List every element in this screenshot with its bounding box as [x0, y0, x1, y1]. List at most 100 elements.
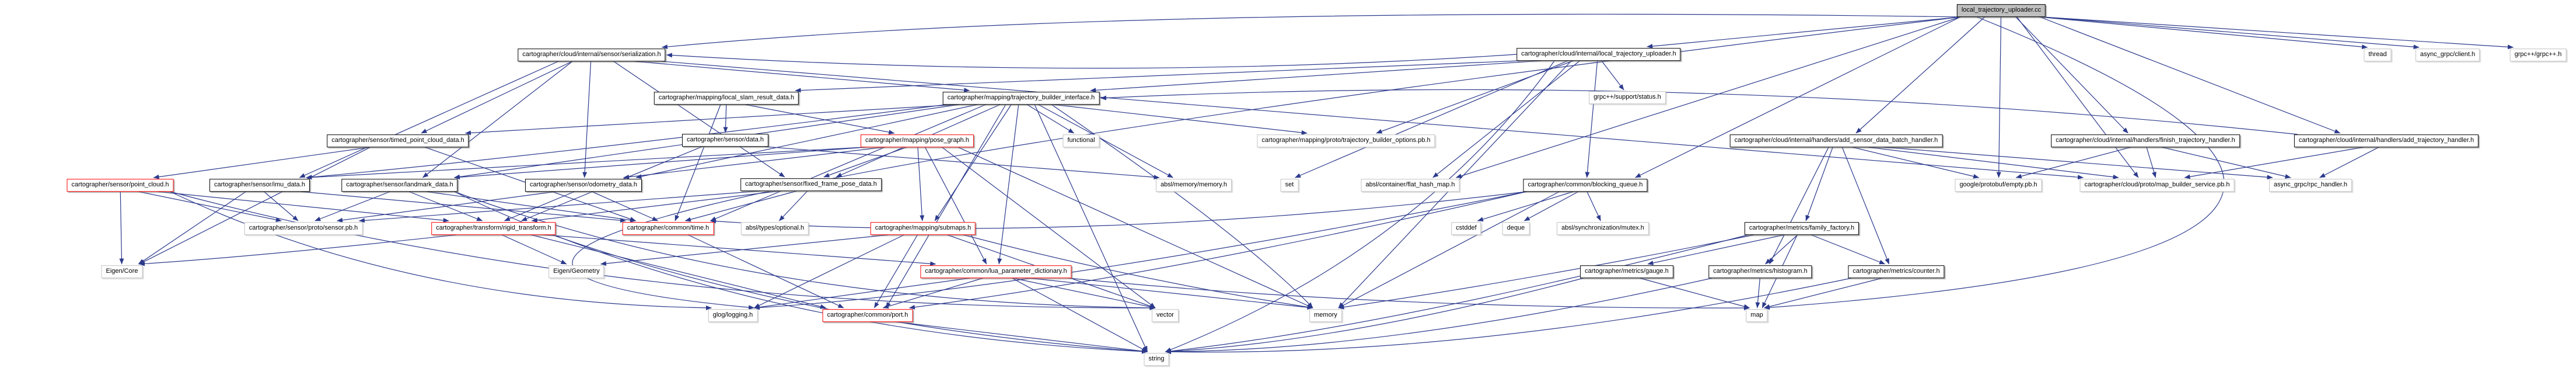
include-edge-pg-ffpd [823, 147, 907, 178]
graph-node-fth[interactable]: cartographer/cloud/internal/handlers/fin… [2051, 134, 2240, 147]
include-edge-tbi-memory [1051, 104, 1313, 308]
include-edge-cc-thread [2039, 16, 2368, 50]
include-edge-ff-string [1165, 234, 1749, 353]
include-edge-ff-counter [1810, 234, 1886, 265]
include-edge-lua-port [882, 278, 984, 309]
include-edge-tpcd-eicore [139, 147, 371, 265]
include-edge-odom-time [592, 191, 659, 221]
graph-node-ff[interactable]: cartographer/metrics/family_factory.h [1744, 222, 1860, 235]
include-edge-gauge-map [1640, 278, 1750, 309]
include-edge-ser-tbi [634, 61, 970, 93]
include-edge-gauge-string [1165, 278, 1584, 354]
include-edge-tbi-amem [1038, 104, 1173, 178]
include-edge-imu-eicore [138, 191, 246, 265]
include-edge-cc-map [1764, 16, 2225, 310]
graph-node-sub[interactable]: cartographer/mapping/submaps.h [870, 222, 976, 235]
graph-node-deque: deque [1502, 222, 1530, 235]
graph-node-bq[interactable]: cartographer/common/blocking_queue.h [1523, 179, 1648, 192]
include-edge-ltu-fhm [1432, 60, 1581, 178]
include-edge-rt-eigeo [501, 234, 567, 265]
graph-node-grpcpp: grpc++/grpc++.h [2509, 48, 2567, 61]
graph-node-tbi[interactable]: cartographer/mapping/trajectory_builder_… [942, 92, 1100, 105]
include-edge-lsrd-pg [745, 104, 895, 135]
include-edge-asdb-ff [1805, 147, 1833, 221]
include-edge-tbi-tbo [1053, 104, 1308, 135]
include-edge-pg-lua [924, 147, 987, 265]
graph-node-ser[interactable]: cartographer/cloud/internal/sensor/seria… [518, 48, 666, 61]
include-edge-tbi-time [710, 104, 986, 221]
graph-node-mutex: absl/synchronization/mutex.h [1557, 222, 1649, 235]
include-edge-pc-eicore [119, 191, 124, 265]
include-edge-asdb-mbs [1868, 147, 2119, 179]
include-edge-pc-glog [170, 191, 712, 310]
include-edge-ath-tbi [1100, 89, 2298, 135]
graph-node-land[interactable]: cartographer/sensor/landmark_data.h [341, 179, 458, 192]
graph-node-tpcd[interactable]: cartographer/sensor/timed_point_cloud_da… [327, 134, 469, 147]
graph-node-thread: thread [2364, 48, 2392, 61]
graph-node-asdb[interactable]: cartographer/cloud/internal/handlers/add… [1729, 134, 1943, 147]
graph-node-map: map [1746, 309, 1768, 322]
include-edge-fth-rpch [2162, 147, 2291, 179]
include-edge-hist-string [1165, 278, 1712, 354]
include-edge-counter-map [1764, 278, 1883, 309]
graph-node-odom[interactable]: cartographer/sensor/odometry_data.h [525, 179, 642, 192]
include-edge-cc-grpcpp [2042, 16, 2514, 50]
graph-node-ath[interactable]: cartographer/cloud/internal/handlers/add… [2294, 134, 2479, 147]
include-edge-tbi-imu [306, 104, 946, 180]
graph-node-time[interactable]: cartographer/common/time.h [622, 222, 714, 235]
include-edge-ser-mbs [662, 61, 2084, 180]
include-edge-bq-mutex [1586, 191, 1601, 221]
include-edge-pg-land [454, 147, 866, 180]
graph-node-opt: absl/types/optional.h [740, 222, 809, 235]
include-edge-bq-time [710, 191, 1527, 229]
include-edge-rt-eicore [139, 234, 457, 266]
graph-node-spb: cartographer/sensor/proto/sensor.pb.h [244, 222, 363, 235]
include-edge-ltu-lsrd [795, 60, 1521, 93]
graph-node-sdata[interactable]: cartographer/sensor/data.h [681, 134, 769, 147]
include-edge-cc-empty [1996, 16, 2002, 178]
include-edge-ff-hist [1765, 234, 1798, 265]
graph-node-rt[interactable]: cartographer/transform/rigid_transform.h [431, 222, 556, 235]
include-edge-lua-memory [1029, 278, 1313, 310]
include-edge-sub-memory [963, 234, 1313, 310]
include-edge-ltu-tbo [1376, 60, 1574, 134]
include-edge-cc-glog [572, 16, 1961, 310]
include-edge-ltu-string [1165, 60, 1555, 352]
graph-node-ffpd[interactable]: cartographer/sensor/fixed_frame_pose_dat… [740, 178, 882, 191]
include-edge-ath-mbs [2184, 147, 2364, 179]
include-edge-ser-imu [299, 61, 559, 178]
graph-node-cc: local_trajectory_uploader.cc [1956, 4, 2046, 17]
graph-node-hist[interactable]: cartographer/metrics/histogram.h [1708, 265, 1812, 278]
graph-node-counter[interactable]: cartographer/metrics/counter.h [1848, 265, 1945, 278]
graph-node-pg[interactable]: cartographer/mapping/pose_graph.h [861, 134, 974, 147]
graph-node-gauge[interactable]: cartographer/metrics/gauge.h [1580, 265, 1673, 278]
include-edge-bq-deque [1523, 191, 1579, 221]
include-edge-asdb-hist [1769, 147, 1829, 265]
graph-node-port[interactable]: cartographer/common/port.h [822, 309, 913, 322]
graph-node-pc[interactable]: cartographer/sensor/point_cloud.h [67, 179, 174, 192]
include-edge-imu-time [300, 191, 626, 223]
graph-node-mbs: cartographer/cloud/proto/map_builder_ser… [2079, 179, 2235, 192]
include-edge-ltu-bq [1585, 60, 1598, 178]
include-edge-asdb-rpch [1883, 147, 2273, 180]
graph-node-lsrd[interactable]: cartographer/mapping/local_slam_result_d… [653, 92, 799, 105]
include-edge-fth-empty [2015, 147, 2131, 179]
include-edge-pg-sub [917, 147, 925, 221]
include-edge-tbi-string [1034, 104, 1148, 352]
graph-node-eicore: Eigen/Core [101, 265, 143, 278]
include-edge-asdb-counter [1841, 147, 1890, 265]
include-edge-imu-spb [264, 191, 299, 221]
include-edge-sub-eigeo [600, 234, 889, 266]
include-edge-ffpd-rt [531, 190, 780, 223]
include-edge-odom-spb [337, 191, 556, 223]
graph-node-ltu[interactable]: cartographer/cloud/internal/local_trajec… [1516, 48, 1681, 61]
graph-node-lua[interactable]: cartographer/common/lua_parameter_dictio… [920, 265, 1072, 278]
include-edge-lua-map [1068, 278, 1750, 311]
include-edge-land-spb [314, 191, 390, 221]
include-edge-cc-ltu [1647, 16, 1962, 49]
include-edge-ser-ffpd [613, 61, 785, 178]
graph-node-agc: async_grpc/client.h [2415, 48, 2480, 61]
graph-node-imu[interactable]: cartographer/sensor/imu_data.h [209, 179, 310, 192]
